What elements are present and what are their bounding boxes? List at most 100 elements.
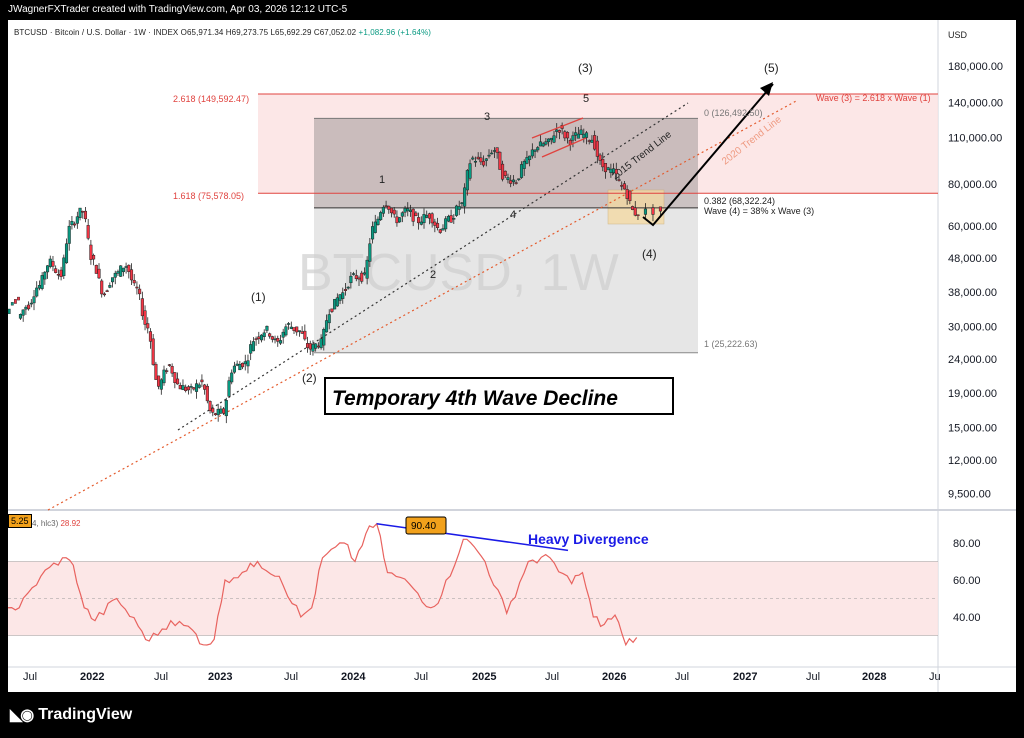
subwave-label-2: 2: [430, 269, 436, 281]
candle-body: [62, 257, 66, 277]
candle-body: [29, 302, 33, 305]
candle-body: [51, 261, 55, 267]
candle-body: [373, 221, 377, 233]
candle-body: [135, 286, 139, 289]
candle-body: [165, 370, 169, 372]
candle-body: [27, 304, 31, 310]
candle-body: [314, 343, 318, 349]
candle-body: [24, 306, 28, 310]
candle-body: [601, 158, 605, 168]
candle-body: [127, 264, 131, 273]
candle-body: [566, 132, 570, 139]
candle-body: [593, 135, 597, 150]
candle-body: [598, 154, 602, 161]
candle-body: [465, 170, 469, 191]
candle-body: [121, 267, 125, 273]
rsi-legend: 4, hlc3) 28.92: [32, 519, 81, 528]
price-chart[interactable]: BTCUSD, 1W180,000.00140,000.00110,000.00…: [8, 20, 1016, 692]
candle-body: [324, 320, 329, 333]
candle-body: [387, 205, 391, 210]
time-tick-label: 2024: [341, 671, 366, 683]
candle-body: [487, 154, 491, 157]
candle-body: [541, 143, 545, 147]
fib-1-label: 1 (25,222.63): [704, 339, 758, 349]
candle-body: [227, 380, 231, 397]
candle-body: [322, 329, 326, 346]
candle-body: [181, 385, 185, 391]
candle-body: [89, 244, 93, 260]
candle-body: [536, 147, 540, 151]
candle-body: [441, 228, 445, 231]
candle-body: [308, 343, 312, 350]
wave5-upper-channel: [531, 117, 584, 139]
chart-panel[interactable]: BTCUSD, 1W 180,000.00 140,000.00 110,000.00…: [8, 20, 1016, 692]
currency-label[interactable]: USD: [948, 30, 968, 40]
candle-body: [170, 366, 174, 374]
candle-body: [625, 189, 629, 199]
time-tick-label: Ju: [929, 671, 941, 683]
wave-label-3: (3): [578, 61, 593, 75]
candle-body: [417, 217, 421, 224]
candle-body: [197, 384, 201, 388]
time-tick-label: 2025: [472, 671, 496, 683]
wave5-lower-channel: [541, 137, 587, 158]
candle-body: [116, 271, 120, 274]
candle-body: [419, 221, 423, 225]
candle-body: [281, 331, 285, 338]
candle-body: [338, 294, 342, 301]
candle-body: [460, 202, 464, 204]
candle-body: [241, 362, 245, 368]
candle-body: [13, 299, 17, 304]
candle-body: [105, 290, 109, 292]
fib-0-label: 0 (126,492.50): [704, 108, 763, 118]
candle-body: [636, 214, 640, 217]
rsi-tick-label: 60.00: [953, 575, 981, 587]
candle-body: [525, 157, 529, 164]
candle-body: [167, 364, 171, 366]
candle-body: [148, 331, 153, 342]
price-tick-label: 110,000.00: [948, 133, 1002, 145]
candle-body: [357, 277, 361, 280]
candle-body: [503, 170, 507, 176]
wave-label-1: (1): [251, 290, 266, 304]
candle-body: [360, 272, 364, 282]
candle-body: [517, 178, 521, 180]
wave4-note: Wave (4) = 38% x Wave (3): [704, 206, 814, 216]
tradingview-logo-icon: ◣◉: [10, 707, 34, 724]
candle-body: [422, 214, 426, 224]
candle-body: [381, 206, 385, 214]
candle-body: [154, 363, 158, 380]
trendline-2015: [177, 102, 689, 431]
candle-body: [631, 206, 635, 210]
candle-body: [643, 208, 648, 215]
candle-body: [425, 215, 429, 218]
candle-body: [633, 207, 637, 216]
candle-body: [270, 336, 274, 340]
candle-body: [414, 212, 418, 216]
tradingview-brand[interactable]: ◣◉ TradingView: [10, 705, 132, 725]
candle-body: [651, 207, 655, 215]
candle-body: [192, 387, 196, 390]
title-box-text: Temporary 4th Wave Decline: [332, 387, 618, 410]
rsi-tick-label: 80.00: [953, 538, 981, 550]
candle-body: [113, 272, 117, 278]
candle-body: [292, 327, 296, 331]
candle-body: [86, 225, 90, 239]
candle-body: [371, 226, 375, 240]
candle-body: [552, 135, 556, 143]
candle-body: [284, 326, 288, 336]
candle-body: [362, 272, 366, 275]
candle-body: [64, 243, 69, 264]
candle-body: [159, 379, 163, 390]
candle-body: [205, 385, 209, 402]
candle-body: [73, 223, 77, 226]
subwave-label-1: 1: [379, 174, 385, 186]
candle-body: [603, 163, 608, 173]
candle-body: [249, 344, 253, 354]
candle-body: [319, 338, 323, 349]
candle-body: [222, 408, 226, 414]
candle-body: [335, 297, 339, 307]
candle-body: [590, 139, 594, 143]
subwave-label-4: 4: [510, 209, 516, 221]
